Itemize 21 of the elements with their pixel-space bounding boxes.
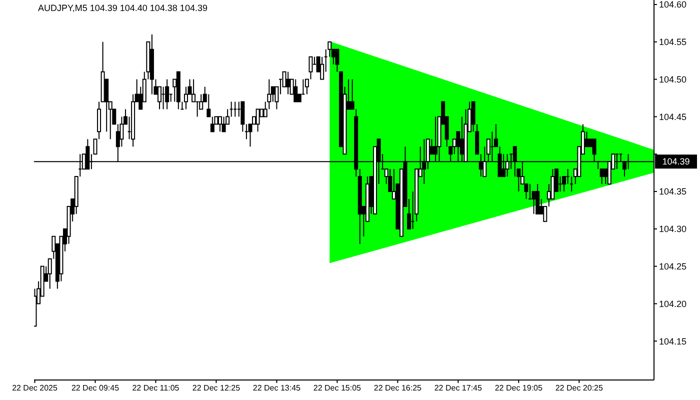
x-tick-label: 22 Dec 13:45 [252, 384, 302, 393]
y-tick-label: 104.20 [659, 298, 687, 309]
y-tick-label: 104.60 [659, 0, 687, 10]
x-tick-label: 22 Dec 09:45 [71, 384, 120, 393]
y-tick-label: 104.50 [659, 74, 687, 84]
x-tick-label: 22 Dec 16:25 [374, 384, 422, 393]
y-tick-label: 104.25 [659, 261, 687, 272]
ref-line-label: 104.39 [662, 156, 690, 167]
x-tick-label: 22 Dec 17:45 [434, 384, 483, 393]
x-tick-label: 22 Dec 11:05 [132, 384, 180, 393]
y-tick-label: 104.55 [659, 37, 687, 48]
x-tick-label: 22 Dec 2025 [12, 384, 58, 393]
x-tick-label: 22 Dec 15:05 [313, 384, 362, 393]
chart-title: AUDJPY,M5 104.39 104.40 104.38 104.39 [38, 3, 208, 13]
y-tick-label: 104.35 [659, 186, 687, 197]
x-tick-label: 22 Dec 20:25 [555, 384, 604, 393]
x-tick-label: 22 Dec 12:25 [192, 384, 241, 393]
y-tick-label: 104.15 [659, 336, 687, 346]
y-tick-label: 104.45 [659, 112, 687, 122]
x-tick-label: 22 Dec 19:05 [494, 384, 543, 393]
y-tick-label: 104.30 [659, 224, 687, 234]
